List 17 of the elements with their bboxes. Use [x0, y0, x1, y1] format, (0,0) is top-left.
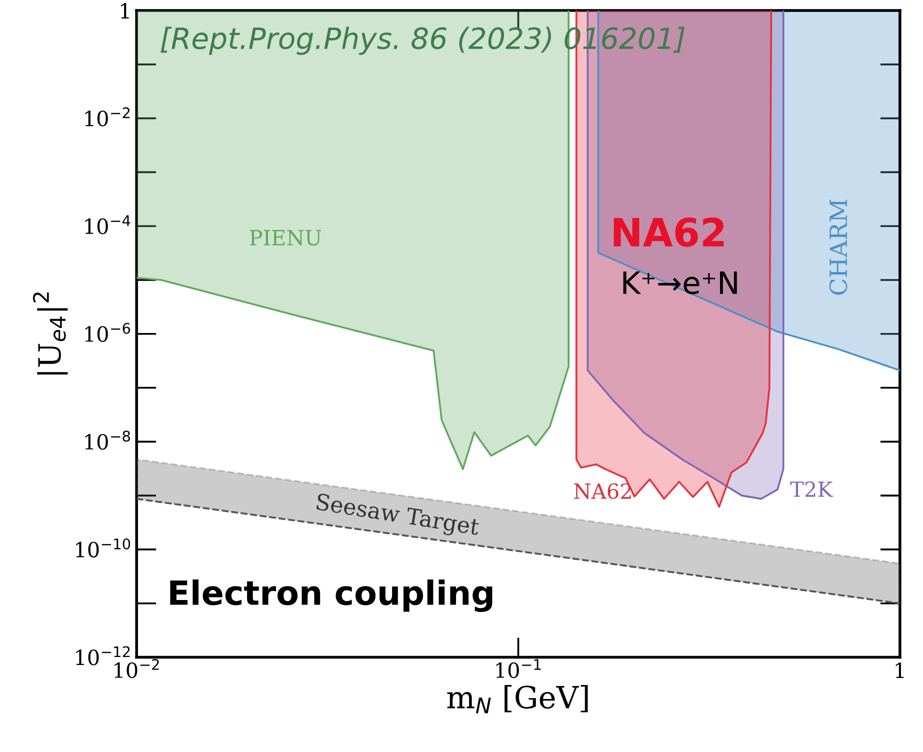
y-tick-label: 10$^{−6}$ [85, 322, 130, 342]
y-tick-label: 1 [121, 2, 129, 18]
y-tick-label: 10$^{−8}$ [85, 430, 130, 450]
x-axis-title: m$_{N}$ [GeV] [447, 685, 588, 714]
annotation: Electron coupling [170, 579, 492, 612]
annotation: Seesaw Target [315, 493, 480, 540]
y-axis-title: |U$_{e4}$|$^{2}$ [32, 292, 68, 375]
annotation: NA62 [614, 217, 724, 247]
x-tick-label: 1 [896, 662, 904, 678]
annotation: CHARM [829, 200, 848, 295]
annotation: T2K [790, 481, 834, 497]
annotation: NA62 [574, 483, 631, 500]
annotation: PIENU [250, 230, 322, 246]
y-tick-label: 10$^{−10}$ [76, 538, 130, 558]
y-tick-label: 10$^{−4}$ [85, 215, 130, 234]
y-tick-label: 10$^{−2}$ [85, 107, 130, 126]
x-tick-label: 10$^{−1}$ [496, 659, 541, 678]
